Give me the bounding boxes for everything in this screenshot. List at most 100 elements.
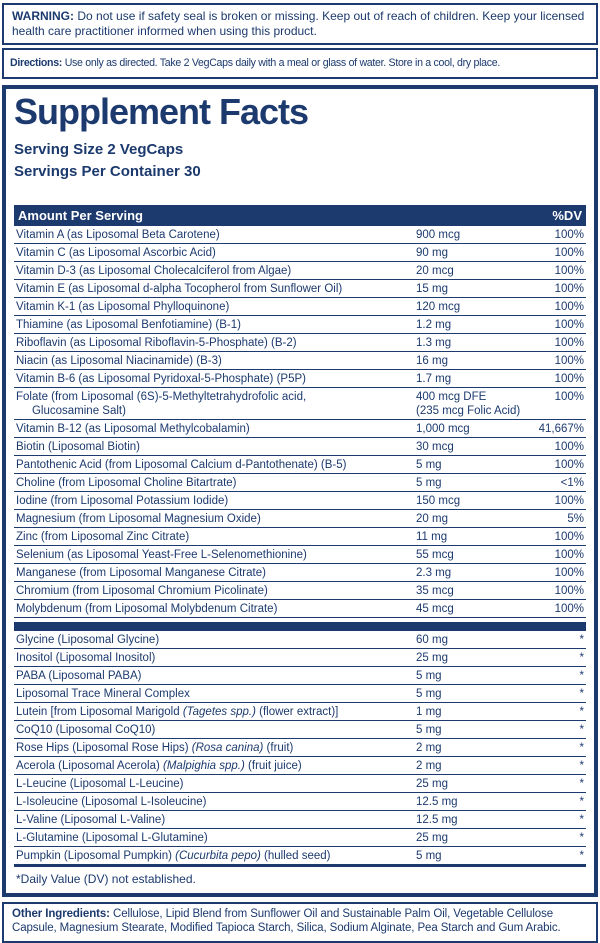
nutrient-amount: 5 mg [416,849,442,862]
nutrient-amount: 1.2 mg [416,318,452,331]
nutrient-amount: 90 mg [416,246,448,259]
nutrient-dv: 100% [554,458,584,471]
nutrient-dv: 100% [554,336,584,349]
nutrient-name: L-Glutamine (Liposomal L-Glutamine) [16,831,208,844]
nutrient-name: Folate (from Liposomal (6S)-5-Methyltetr… [16,390,307,417]
nutrient-name: Vitamin B-12 (as Liposomal Methylcobalam… [16,422,250,435]
nutrient-dv: * [579,795,584,808]
nutrient-amount: 5 mg [416,669,442,682]
nutrient-amount: 30 mcg [416,440,454,453]
table-row: Manganese (from Liposomal Manganese Citr… [14,564,586,582]
serving-size: Serving Size 2 VegCaps [14,141,184,158]
nutrient-dv: 41,667% [538,422,584,435]
nutrient-dv: 100% [554,264,584,277]
supplement-facts-title: Supplement Facts [14,91,309,132]
nutrient-dv: * [579,813,584,826]
nutrient-amount: 2 mg [416,741,442,754]
warning-box: WARNING: Do not use if safety seal is br… [2,3,598,45]
nutrient-name: Acerola (Liposomal Acerola) (Malpighia s… [16,759,302,772]
nutrient-amount: 60 mg [416,633,448,646]
nutrient-name: Iodine (from Liposomal Potassium Iodide) [16,494,229,507]
nutrient-amount: 35 mcg [416,584,454,597]
nutrient-amount: 120 mcg [416,300,461,313]
nutrient-amount: 5 mg [416,687,442,700]
nutrient-name: Chromium (from Liposomal Chromium Picoli… [16,584,268,597]
nutrient-amount: 5 mg [416,458,442,471]
table-row: Vitamin B-6 (as Liposomal Pyridoxal-5-Ph… [14,370,586,388]
nutrient-dv: 100% [554,372,584,385]
nutrient-amount: 25 mg [416,651,448,664]
table-row: Selenium (as Liposomal Yeast-Free L-Sele… [14,546,586,564]
nutrient-amount: 15 mg [416,282,448,295]
nutrient-name: Vitamin D-3 (as Liposomal Cholecalcifero… [16,264,292,277]
table-row: Molybdenum (from Liposomal Molybdenum Ci… [14,600,586,618]
nutrient-name: Magnesium (from Liposomal Magnesium Oxid… [16,512,261,525]
nutrient-dv: 100% [554,602,584,615]
nutrient-amount: 25 mg [416,831,448,844]
table-row: Vitamin A (as Liposomal Beta Carotene) 90… [14,226,586,244]
nutrient-name: Liposomal Trace Mineral Complex [16,687,190,700]
nutrient-name: Biotin (Liposomal Biotin) [16,440,141,453]
warning-text: Do not use if safety seal is broken or m… [12,9,585,38]
table-row: Folate (from Liposomal (6S)-5-Methyltetr… [14,388,586,420]
table-row: Thiamine (as Liposomal Benfotiamine) (B-… [14,316,586,334]
nutrient-dv: 100% [554,246,584,259]
nutrient-amount: 5 mg [416,723,442,736]
nutrient-dv: 100% [554,390,584,403]
directions-label: Directions: [10,57,63,69]
nutrient-amount: 25 mg [416,777,448,790]
nutrient-amount: 20 mg [416,512,448,525]
table-row: Zinc (from Liposomal Zinc Citrate) 11 mg 1… [14,528,586,546]
nutrient-name: Rose Hips (Liposomal Rose Hips) (Rosa ca… [16,741,294,754]
nutrient-name: Vitamin K-1 (as Liposomal Phylloquinone) [16,300,230,313]
table-header: Amount Per Serving %DV [14,205,586,226]
nutrient-amount: 12.5 mg [416,795,458,808]
table-row: Liposomal Trace Mineral Complex 5 mg * [14,685,586,703]
table-row: CoQ10 (Liposomal CoQ10) 5 mg * [14,721,586,739]
nutrient-amount: 11 mg [416,530,448,543]
table-row: Acerola (Liposomal Acerola) (Malpighia s… [14,757,586,775]
nutrient-dv: 100% [554,228,584,241]
nutrient-dv: 100% [554,282,584,295]
nutrient-dv: * [579,705,584,718]
nutrient-dv: 100% [554,318,584,331]
table-row: Vitamin C (as Liposomal Ascorbic Acid) 90… [14,244,586,262]
dv-column-label: %DV [552,208,582,223]
table-row: Lutein [from Liposomal Marigold (Tagetes… [14,703,586,721]
nutrient-name: Manganese (from Liposomal Manganese Citr… [16,566,266,579]
nutrient-dv: * [579,777,584,790]
nutrient-dv: 100% [554,440,584,453]
nutrient-dv: 100% [554,548,584,561]
table-row: Choline (from Liposomal Choline Bitartra… [14,474,586,492]
table-row: Vitamin D-3 (as Liposomal Cholecalcifero… [14,262,586,280]
nutrient-name: Niacin (as Liposomal Niacinamide) (B-3) [16,354,222,367]
table-row: Glycine (Liposomal Glycine) 60 mg * [14,631,586,649]
nutrient-amount: 900 mcg [416,228,461,241]
warning-label: WARNING: [12,9,74,23]
directions-text: Use only as directed. Take 2 VegCaps dai… [64,57,501,69]
table-row: Vitamin E (as Liposomal d-alpha Tocopher… [14,280,586,298]
supplement-facts-panel: Supplement Facts Serving Size 2 VegCaps … [2,85,598,897]
table-row: Vitamin B-12 (as Liposomal Methylcobalam… [14,420,586,438]
nutrient-amount: 150 mcg [416,494,461,507]
nutrient-name: Molybdenum (from Liposomal Molybdenum Ci… [16,602,278,615]
nutrient-name: Inositol (Liposomal Inositol) [16,651,156,664]
nutrient-name: Thiamine (as Liposomal Benfotiamine) (B-… [16,318,241,331]
table-row: Rose Hips (Liposomal Rose Hips) (Rosa ca… [14,739,586,757]
nutrient-name: Zinc (from Liposomal Zinc Citrate) [16,530,190,543]
nutrient-dv: * [579,831,584,844]
nutrient-amount: 5 mg [416,476,442,489]
nutrient-name: Glycine (Liposomal Glycine) [16,633,160,646]
amount-per-serving-label: Amount Per Serving [18,208,143,223]
nutrient-dv: 5% [567,512,584,525]
nutrient-amount: 55 mcg [416,548,454,561]
table-row: L-Leucine (Liposomal L-Leucine) 25 mg * [14,775,586,793]
table-row: Iodine (from Liposomal Potassium Iodide)… [14,492,586,510]
nutrient-name: Lutein [from Liposomal Marigold (Tagetes… [16,705,339,718]
table-row: Niacin (as Liposomal Niacinamide) (B-3) 1… [14,352,586,370]
table-row: Pantothenic Acid (from Liposomal Calcium… [14,456,586,474]
nutrient-amount: 45 mcg [416,602,454,615]
nutrient-name: L-Leucine (Liposomal L-Leucine) [16,777,184,790]
nutrient-dv: * [579,849,584,862]
nutrient-dv: 100% [554,300,584,313]
